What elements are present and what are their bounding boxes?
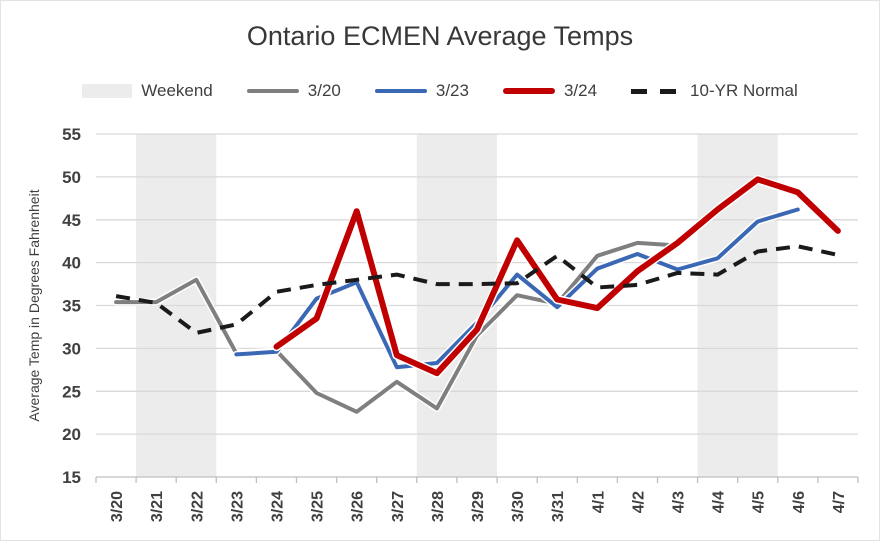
legend-label: 3/23 [435, 81, 469, 100]
x-tick-label: 3/28 [430, 491, 447, 522]
x-tick-label: 3/23 [229, 491, 246, 522]
x-tick-label: 4/3 [671, 491, 688, 513]
x-tick-label: 4/4 [711, 491, 728, 513]
x-tick-label: 3/27 [390, 491, 407, 522]
series-line-10-yr-normal [115, 244, 839, 335]
x-tick-label: 3/31 [550, 491, 567, 522]
x-tick-label: 3/30 [510, 491, 527, 522]
y-tick-label: 25 [62, 382, 81, 401]
x-tick-label: 3/22 [189, 491, 206, 522]
legend-label: 3/20 [307, 81, 341, 100]
x-tick-label: 4/5 [751, 491, 768, 513]
y-tick-label: 15 [62, 468, 81, 487]
x-tick-label: 4/6 [791, 491, 808, 513]
x-tick-label: 4/7 [831, 491, 848, 513]
chart-legend: Weekend 3/20 3/23 3/24 10-YR Normal [1, 81, 879, 101]
y-tick-label: 55 [62, 125, 81, 144]
dashed-line-swatch [631, 88, 682, 94]
y-tick-label: 50 [62, 168, 81, 187]
y-tick-label: 35 [62, 297, 81, 316]
x-tick-label: 3/25 [310, 491, 327, 522]
legend-item-10-yr-normal: 10-YR Normal [631, 81, 798, 101]
legend-label: 3/24 [563, 81, 598, 100]
x-tick-label: 3/29 [470, 491, 487, 522]
series-line-3-24 [273, 176, 841, 377]
y-tick-label: 40 [62, 254, 81, 273]
chart-title: Ontario ECMEN Average Temps [246, 21, 634, 51]
x-tick-label: 3/20 [109, 491, 126, 522]
x-tick-label: 3/24 [270, 491, 287, 522]
x-tick-label: 4/2 [630, 491, 647, 513]
y-axis-title: Average Temp in Degrees Fahrenheit [26, 189, 42, 421]
legend-item-3-23: 3/23 [374, 81, 469, 101]
legend-label: Weekend [141, 81, 213, 100]
series-line-3-20 [114, 240, 680, 414]
legend-item-3-24: 3/24 [502, 81, 598, 101]
x-tick-label: 4/1 [590, 491, 607, 513]
y-tick-label: 20 [62, 425, 81, 444]
legend-item-weekend: Weekend [82, 81, 213, 101]
legend-label: 10-YR Normal [690, 81, 798, 100]
x-tick-label: 3/26 [350, 491, 367, 522]
legend-item-3-20: 3/20 [246, 81, 341, 101]
x-tick-label: 3/21 [149, 491, 166, 522]
y-tick-label: 45 [62, 211, 81, 230]
line-swatch [502, 88, 555, 94]
y-tick-label: 30 [62, 339, 81, 358]
line-swatch [374, 89, 427, 93]
weekend-swatch [82, 84, 133, 98]
line-swatch [246, 89, 299, 93]
